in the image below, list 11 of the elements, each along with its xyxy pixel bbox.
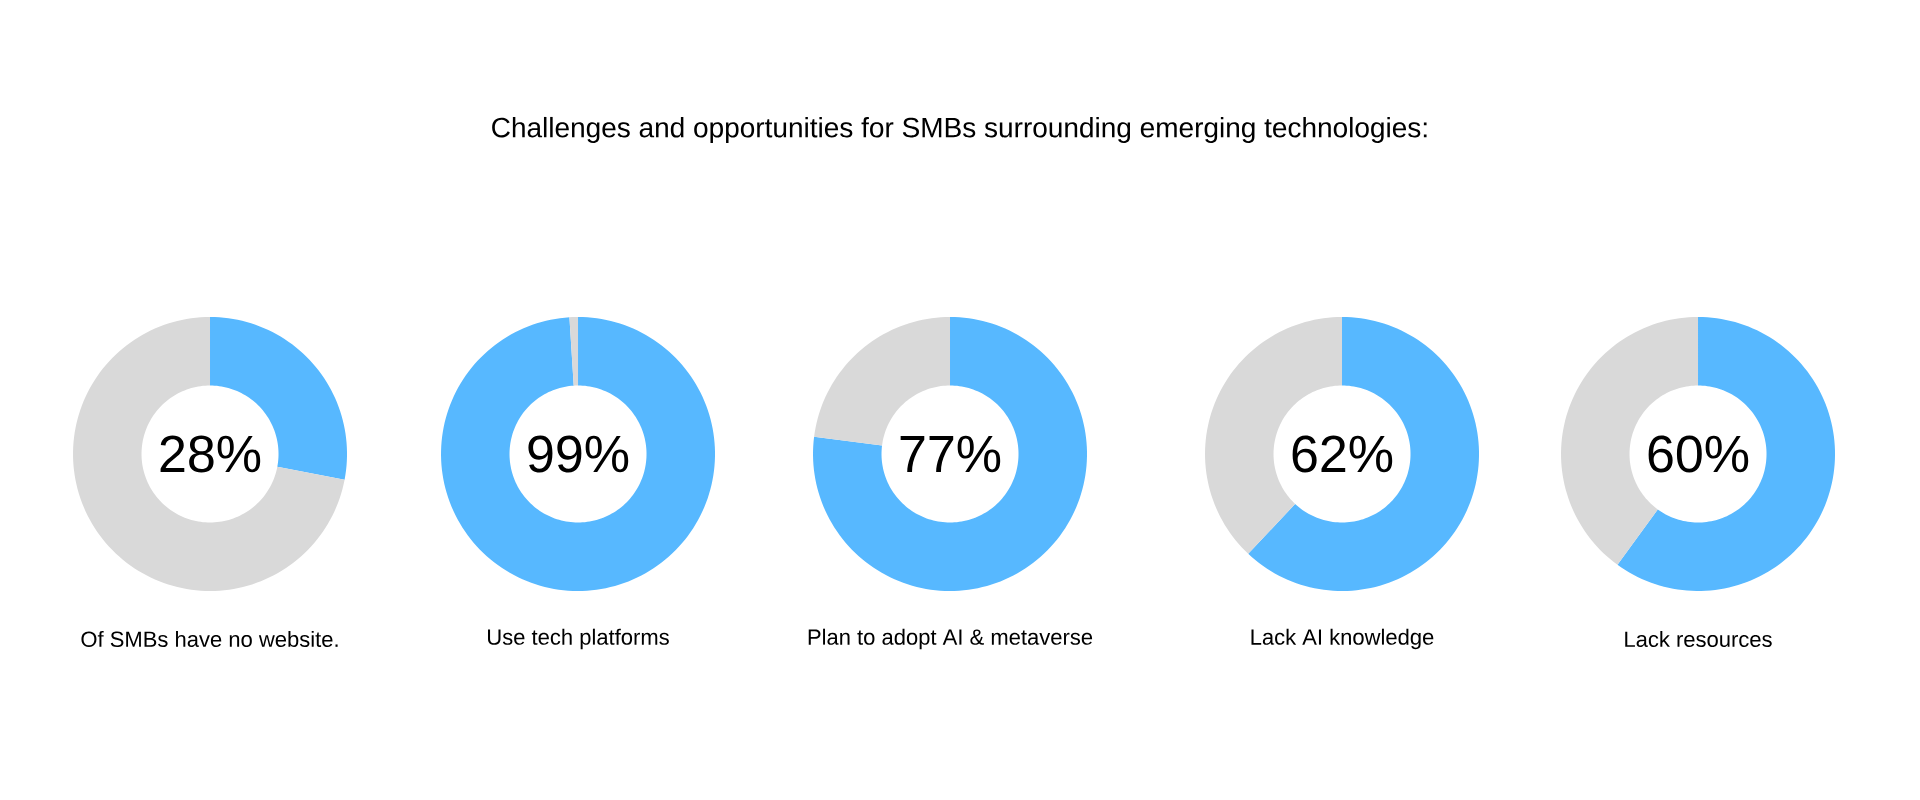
text: Of SMBs have no website. — [81, 630, 338, 648]
data-label: 99% — [528, 435, 629, 473]
data-label: 60% — [1648, 435, 1749, 473]
chart-title: Challenges and opportunities for SMBs surrounding emerging technologies: — [492, 116, 1427, 144]
text: Lack AI knowledge — [1251, 628, 1434, 650]
data-label: 62% — [1292, 435, 1393, 473]
text: Lack resources — [1625, 630, 1772, 648]
data-label: 77% — [900, 435, 1001, 473]
data-label: 28% — [160, 435, 261, 473]
text: Plan to adopt AI & metaverse — [808, 628, 1093, 650]
text: Use tech platforms — [488, 628, 669, 650]
